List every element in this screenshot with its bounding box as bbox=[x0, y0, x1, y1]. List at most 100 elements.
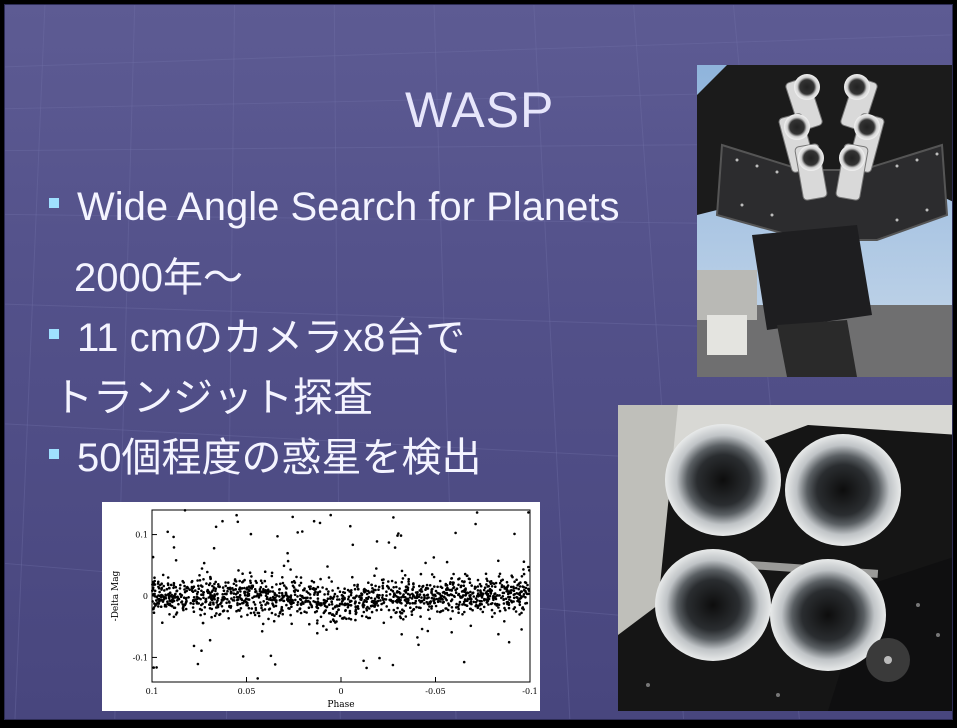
data-point bbox=[463, 580, 466, 583]
data-point bbox=[164, 594, 168, 597]
data-point bbox=[353, 583, 356, 587]
data-point bbox=[406, 588, 410, 591]
data-point bbox=[327, 576, 331, 579]
data-point bbox=[187, 596, 190, 599]
data-point bbox=[241, 572, 244, 575]
data-point bbox=[331, 607, 335, 610]
data-point bbox=[208, 603, 211, 606]
x-tick-label: -0.05 bbox=[425, 687, 446, 696]
data-point bbox=[198, 574, 201, 577]
data-point bbox=[201, 593, 205, 596]
data-point bbox=[249, 586, 252, 590]
data-point bbox=[423, 596, 426, 600]
data-point bbox=[506, 584, 510, 587]
data-point bbox=[238, 593, 242, 597]
data-point bbox=[159, 594, 162, 597]
data-point bbox=[157, 594, 160, 597]
data-point bbox=[182, 596, 186, 599]
data-point bbox=[252, 600, 256, 604]
data-point bbox=[439, 594, 443, 597]
data-point bbox=[163, 589, 166, 592]
data-point bbox=[315, 610, 319, 613]
data-point bbox=[221, 596, 224, 599]
data-point bbox=[391, 663, 395, 667]
data-point bbox=[316, 585, 320, 589]
data-point bbox=[199, 613, 202, 617]
data-point bbox=[202, 596, 205, 599]
data-point bbox=[414, 599, 418, 603]
bullet-marker bbox=[49, 449, 59, 460]
data-point bbox=[407, 582, 411, 586]
data-point bbox=[327, 612, 331, 615]
data-point bbox=[463, 572, 467, 576]
data-point bbox=[467, 577, 471, 580]
data-point bbox=[212, 546, 216, 550]
data-point bbox=[349, 599, 352, 603]
data-point bbox=[208, 591, 212, 595]
data-point bbox=[474, 522, 477, 526]
data-point bbox=[273, 598, 277, 602]
data-point bbox=[247, 598, 251, 601]
data-point bbox=[215, 592, 219, 596]
data-point bbox=[191, 606, 195, 609]
data-point bbox=[326, 565, 329, 568]
data-point bbox=[232, 588, 235, 592]
data-point bbox=[522, 593, 526, 596]
data-point bbox=[292, 586, 296, 589]
bullet-marker bbox=[49, 329, 59, 340]
data-point bbox=[498, 581, 502, 585]
data-point bbox=[482, 588, 486, 592]
data-point bbox=[326, 592, 330, 596]
data-point bbox=[318, 521, 322, 525]
data-point bbox=[229, 604, 233, 608]
data-point bbox=[433, 585, 436, 588]
data-point bbox=[360, 598, 363, 601]
data-point bbox=[371, 587, 374, 590]
data-point bbox=[270, 571, 274, 575]
data-point bbox=[278, 591, 281, 595]
data-point bbox=[461, 595, 464, 599]
data-point bbox=[474, 597, 478, 600]
data-point bbox=[425, 583, 429, 587]
data-point bbox=[253, 613, 257, 617]
data-point bbox=[307, 591, 310, 595]
data-point bbox=[400, 580, 404, 584]
data-point bbox=[208, 582, 212, 585]
data-point bbox=[243, 599, 247, 602]
data-point bbox=[497, 606, 500, 609]
data-point bbox=[338, 598, 341, 601]
data-point bbox=[302, 588, 306, 592]
data-point bbox=[450, 577, 453, 580]
data-point bbox=[289, 596, 292, 599]
data-point bbox=[336, 586, 340, 590]
data-point bbox=[172, 586, 175, 590]
data-point bbox=[349, 593, 353, 597]
data-point bbox=[344, 608, 347, 612]
data-point bbox=[237, 598, 240, 601]
data-point bbox=[489, 580, 493, 583]
data-point bbox=[299, 581, 303, 585]
data-point bbox=[192, 610, 196, 613]
data-point bbox=[356, 583, 359, 587]
data-point bbox=[472, 595, 476, 598]
data-point bbox=[308, 622, 311, 626]
data-point bbox=[211, 594, 214, 597]
data-point bbox=[480, 596, 484, 599]
data-point bbox=[181, 603, 185, 606]
data-point bbox=[253, 588, 257, 591]
data-point bbox=[401, 577, 405, 580]
data-point bbox=[179, 592, 182, 596]
data-point bbox=[282, 564, 286, 568]
data-point bbox=[384, 598, 388, 601]
data-point bbox=[307, 606, 311, 609]
data-point bbox=[420, 627, 424, 631]
data-point bbox=[522, 560, 526, 563]
data-point bbox=[267, 617, 270, 621]
data-point bbox=[221, 519, 224, 523]
data-point bbox=[242, 601, 245, 605]
data-point bbox=[230, 597, 233, 600]
data-point bbox=[486, 596, 490, 599]
data-point bbox=[500, 585, 504, 589]
data-point bbox=[376, 604, 380, 607]
data-point bbox=[296, 600, 300, 604]
